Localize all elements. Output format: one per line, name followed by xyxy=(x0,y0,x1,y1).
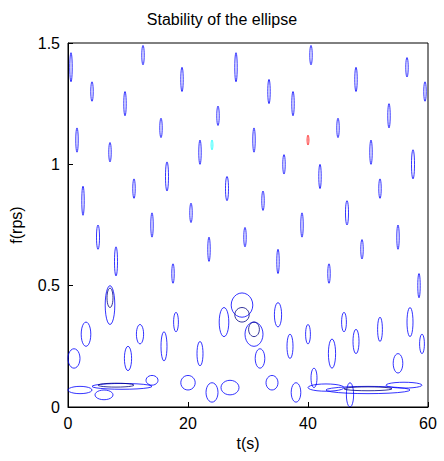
svg-text:1: 1 xyxy=(51,156,60,173)
svg-text:40: 40 xyxy=(299,415,317,432)
svg-text:0: 0 xyxy=(51,399,60,416)
svg-text:1.5: 1.5 xyxy=(38,35,60,52)
svg-text:Stability of the ellipse: Stability of the ellipse xyxy=(147,11,297,28)
svg-text:60: 60 xyxy=(419,415,437,432)
svg-text:0.5: 0.5 xyxy=(38,277,60,294)
svg-text:20: 20 xyxy=(179,415,197,432)
svg-text:t(s): t(s) xyxy=(236,435,259,452)
svg-text:f(rps): f(rps) xyxy=(8,206,25,243)
svg-text:0: 0 xyxy=(64,415,73,432)
